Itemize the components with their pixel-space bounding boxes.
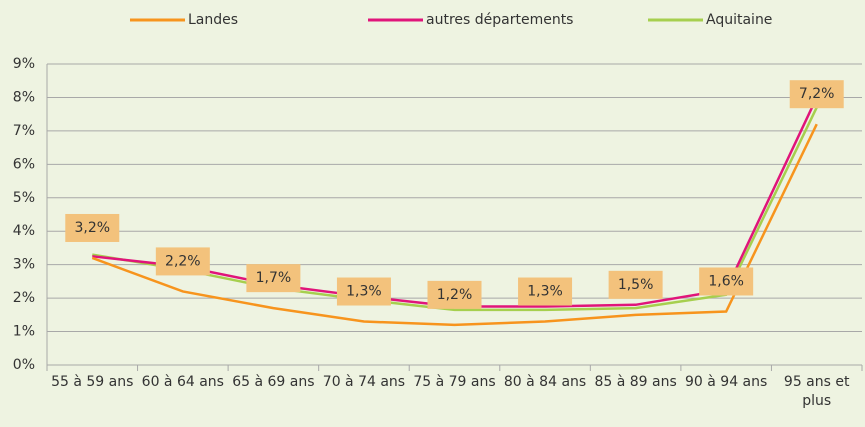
y-tick-label: 8% — [13, 89, 35, 105]
x-tick-label: 65 à 69 ans — [232, 374, 315, 390]
data-label: 1,6% — [708, 273, 744, 289]
data-label-box — [155, 247, 210, 276]
legend-label: autres départements — [426, 12, 573, 28]
data-label: 1,3% — [346, 284, 382, 300]
series-line — [92, 106, 818, 312]
y-tick-label: 4% — [13, 223, 35, 239]
y-tick-label: 0% — [13, 357, 35, 373]
x-tick-label: 60 à 64 ans — [141, 374, 224, 390]
y-tick-label: 6% — [13, 156, 35, 172]
data-label-box — [789, 80, 844, 109]
data-label: 1,3% — [527, 284, 563, 300]
x-tick-label: 70 à 74 ans — [322, 374, 406, 390]
y-tick-label: 1% — [13, 324, 35, 340]
data-label: 7,2% — [799, 86, 835, 102]
legend-label: Aquitaine — [706, 12, 772, 28]
y-tick-label: 3% — [13, 257, 35, 273]
data-label-box — [246, 264, 301, 293]
y-tick-label: 7% — [13, 123, 35, 139]
x-tick-label: 90 à 94 ans — [685, 374, 768, 390]
x-tick-label: 80 à 84 ans — [503, 374, 587, 390]
data-label: 1,7% — [256, 270, 292, 286]
x-tick-label: 75 à 79 ans — [413, 374, 496, 390]
data-label: 1,2% — [437, 287, 473, 303]
y-tick-label: 2% — [13, 290, 35, 306]
y-tick-label: 5% — [13, 190, 35, 206]
data-label: 2,2% — [165, 253, 201, 269]
data-label-box — [427, 280, 482, 309]
data-label-box — [699, 267, 754, 296]
series-line — [91, 123, 818, 327]
x-tick-label: 85 à 89 ans — [594, 374, 677, 390]
data-label-box — [608, 270, 663, 299]
y-tick-label: 9% — [13, 56, 35, 72]
data-label: 1,5% — [618, 277, 654, 293]
data-label-box — [336, 277, 391, 306]
x-tick-label: 95 ans et plus — [783, 374, 850, 409]
legend-label: Landes — [188, 12, 238, 28]
x-tick-label: 55 à 59 ans — [51, 374, 134, 390]
data-label-box — [65, 213, 120, 242]
data-label-box — [518, 277, 573, 306]
data-label: 3,2% — [74, 220, 110, 236]
